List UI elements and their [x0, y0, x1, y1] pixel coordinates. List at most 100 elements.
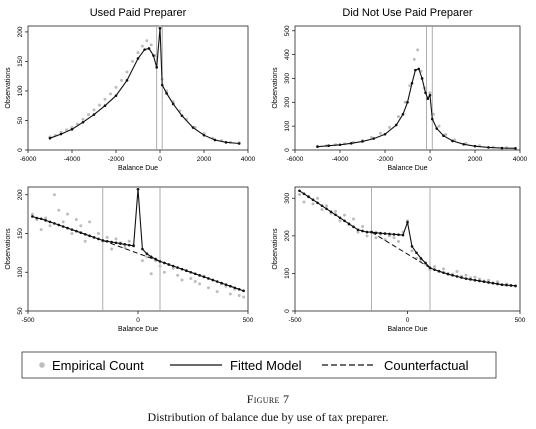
fitted-point [180, 114, 184, 118]
empirical-point [114, 237, 118, 241]
fitted-point [462, 142, 466, 146]
empirical-point [444, 133, 448, 136]
fitted-point [417, 67, 421, 71]
fitted-point [329, 210, 333, 214]
fitted-point [302, 192, 306, 196]
fitted-point [460, 276, 463, 279]
x-axis-label: Balance Due [387, 326, 427, 333]
empirical-point [65, 128, 68, 132]
x-axis-label: Balance Due [387, 165, 427, 172]
fitted-point [394, 123, 398, 127]
empirical-point [44, 216, 48, 220]
figure-caption: Distribution of balance due by use of ta… [147, 410, 389, 424]
empirical-point [412, 57, 416, 61]
plot-area [294, 25, 521, 151]
fitted-point [487, 146, 490, 149]
y-tick-label: 200 [284, 97, 291, 108]
fitted-point [500, 146, 504, 150]
fitted-point [327, 144, 331, 148]
fitted-point [361, 229, 364, 233]
y-tick-label: 0 [17, 148, 24, 152]
fitted-point [338, 216, 342, 220]
fitted-point [410, 81, 414, 85]
fitted-point [424, 91, 427, 95]
empirical-point [180, 278, 184, 282]
fitted-point [316, 201, 319, 205]
fitted-point [57, 223, 61, 227]
fitted-point [165, 92, 168, 95]
empirical-point [473, 275, 477, 279]
fitted-point [451, 274, 454, 277]
fitted-point [237, 142, 241, 145]
empirical-point [408, 84, 412, 88]
fitted-point [237, 288, 241, 291]
empirical-point [109, 92, 112, 96]
empirical-point [39, 228, 43, 232]
empirical-point [145, 39, 149, 43]
y-tick-label: 200 [17, 189, 24, 200]
empirical-point [388, 234, 391, 238]
fitted-point [39, 217, 43, 221]
x-tick-label: -500 [21, 317, 34, 324]
fitted-point [446, 272, 450, 276]
empirical-point [149, 272, 153, 276]
y-axis-label: Observations [5, 67, 12, 109]
x-tick-label: -4000 [64, 156, 81, 163]
empirical-point [140, 259, 144, 263]
empirical-point [61, 220, 65, 224]
fitted-point [298, 189, 301, 193]
fitted-point [334, 213, 337, 217]
chart-title: Used Paid Preparer [90, 7, 187, 19]
x-tick-label: 4000 [513, 156, 528, 163]
y-tick-label: 0 [284, 148, 291, 152]
fitted-point [433, 268, 436, 271]
x-tick-label: -2000 [108, 156, 125, 163]
fitted-point [242, 289, 245, 293]
fitted-point [428, 93, 432, 97]
figure-number: Figure 7 [246, 392, 290, 406]
fitted-point [160, 83, 164, 87]
y-tick-label: 100 [284, 120, 291, 131]
empirical-point [437, 124, 441, 128]
fitted-point [114, 241, 118, 245]
empirical-point [365, 234, 369, 238]
x-tick-label: -6000 [287, 156, 304, 163]
empirical-point [149, 43, 153, 47]
empirical-point [397, 239, 400, 243]
fitted-point [70, 228, 74, 231]
empirical-point [410, 249, 414, 253]
y-tick-label: 100 [17, 85, 24, 96]
fitted-point [149, 255, 153, 259]
fitted-point [224, 141, 228, 144]
panel-2: Did Not Use Paid Preparer -6000 -4000 -2000… [272, 7, 528, 172]
fitted-point [414, 68, 417, 72]
empirical-point [453, 138, 457, 142]
empirical-point [302, 200, 306, 204]
empirical-point [66, 212, 70, 216]
empirical-point [154, 54, 158, 58]
fitted-point [66, 226, 69, 230]
fitted-point [171, 102, 175, 106]
fitted-point [379, 231, 382, 235]
empirical-point [356, 230, 360, 234]
empirical-point [237, 294, 241, 297]
y-tick-label: 150 [17, 228, 24, 239]
fitted-point [430, 117, 434, 121]
empirical-point [57, 208, 61, 212]
fitted-point [473, 144, 477, 148]
empirical-point [325, 204, 328, 208]
empirical-point [145, 255, 149, 259]
fitted-point [127, 243, 131, 247]
fitted-point [383, 232, 387, 235]
fitted-point [125, 79, 129, 82]
fitted-point [141, 247, 144, 251]
fitted-point [176, 266, 179, 269]
y-tick-label: 200 [17, 26, 24, 37]
fitted-point [110, 240, 113, 244]
fitted-point [442, 134, 445, 137]
fitted-point [158, 27, 162, 30]
fitted-point [143, 48, 146, 51]
empirical-point [403, 100, 407, 104]
x-tick-label: -500 [288, 317, 301, 324]
fitted-point [415, 251, 418, 255]
